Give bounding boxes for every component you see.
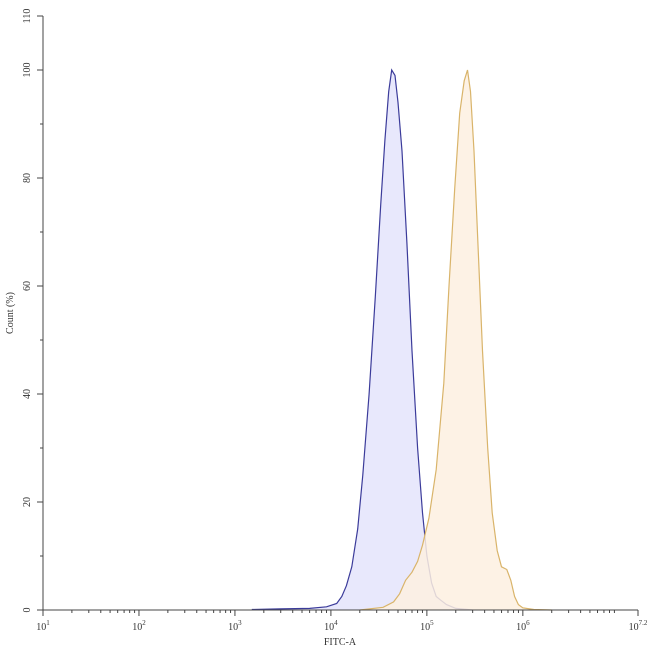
y-tick-label: 40 (22, 389, 33, 399)
x-tick-label: 107.2 (629, 619, 648, 633)
x-tick-label: 101 (36, 619, 50, 633)
series-2-area (359, 70, 552, 610)
x-axis-title: FITC-A (324, 637, 357, 648)
series-2-line (359, 69, 552, 611)
y-tick-label: 100 (22, 63, 33, 78)
y-axis-title: Count (%) (5, 292, 16, 334)
series-layer (251, 68, 552, 611)
y-tick-label: 0 (22, 608, 33, 613)
y-tick-label: 20 (22, 497, 33, 507)
x-tick-label: 106 (516, 619, 530, 633)
series-1-area (251, 70, 473, 610)
y-tick-label: 110 (22, 9, 33, 24)
y-tick-label: 80 (22, 173, 33, 183)
y-tick-label: 60 (22, 281, 33, 291)
x-tick-label: 105 (420, 619, 434, 633)
x-tick-label: 104 (324, 619, 338, 633)
axes-layer: 101 102 103 104 105 106 107.2 0 20 40 60 80 100 110 (22, 9, 648, 633)
x-tick-label: 102 (132, 619, 146, 633)
x-tick-label: 103 (228, 619, 242, 633)
